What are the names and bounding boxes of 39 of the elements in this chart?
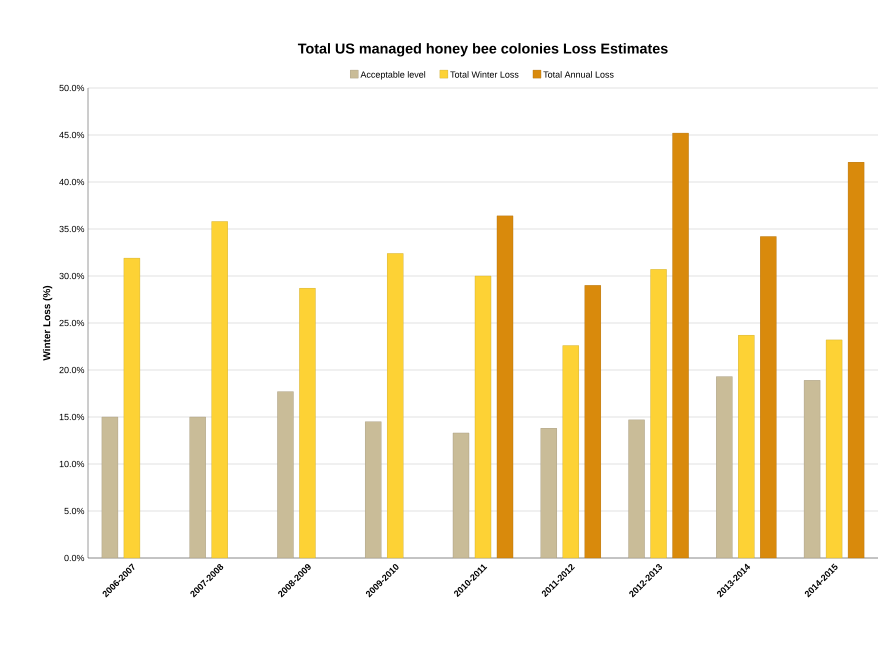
bar [189, 416, 206, 558]
bar [716, 376, 733, 558]
bar [124, 258, 140, 558]
y-tick-label: 25.0% [60, 320, 84, 326]
bar [496, 216, 514, 558]
y-tick-label: 10.0% [60, 460, 84, 468]
bar [365, 422, 382, 558]
bar [738, 335, 755, 558]
bar [562, 345, 579, 558]
bar [211, 221, 228, 558]
legend-label: Total Winter Loss [450, 71, 518, 78]
bar [760, 236, 777, 558]
bar [299, 288, 316, 558]
y-axis-title: Winter Loss (%) [42, 286, 52, 361]
bar [387, 253, 404, 558]
bar [826, 340, 842, 558]
bar [650, 269, 667, 558]
bar [672, 132, 689, 558]
legend-label: Acceptable level [360, 71, 426, 80]
y-tick-label: 5.0% [64, 508, 84, 514]
bar [540, 428, 557, 558]
legend-label: Total Annual Loss [543, 71, 614, 78]
bar [848, 162, 864, 558]
bar [628, 420, 645, 558]
bar [804, 380, 820, 558]
y-tick-label: 35.0% [59, 226, 84, 232]
bar [102, 416, 118, 558]
bar [474, 276, 492, 558]
y-tick-label: 50.0% [59, 84, 84, 92]
y-tick-label: 0.0% [64, 554, 84, 562]
y-tick-label: 45.0% [59, 132, 84, 138]
y-tick-label: 15.0% [60, 414, 84, 420]
y-tick-label: 40.0% [59, 178, 84, 186]
chart-title: Total US managed honey bee colonies Loss Estimates [298, 43, 668, 57]
bar [584, 285, 601, 558]
bar [277, 391, 294, 558]
y-tick-label: 30.0% [59, 272, 84, 280]
y-tick-label: 20.0% [60, 366, 84, 374]
bar [452, 432, 470, 558]
